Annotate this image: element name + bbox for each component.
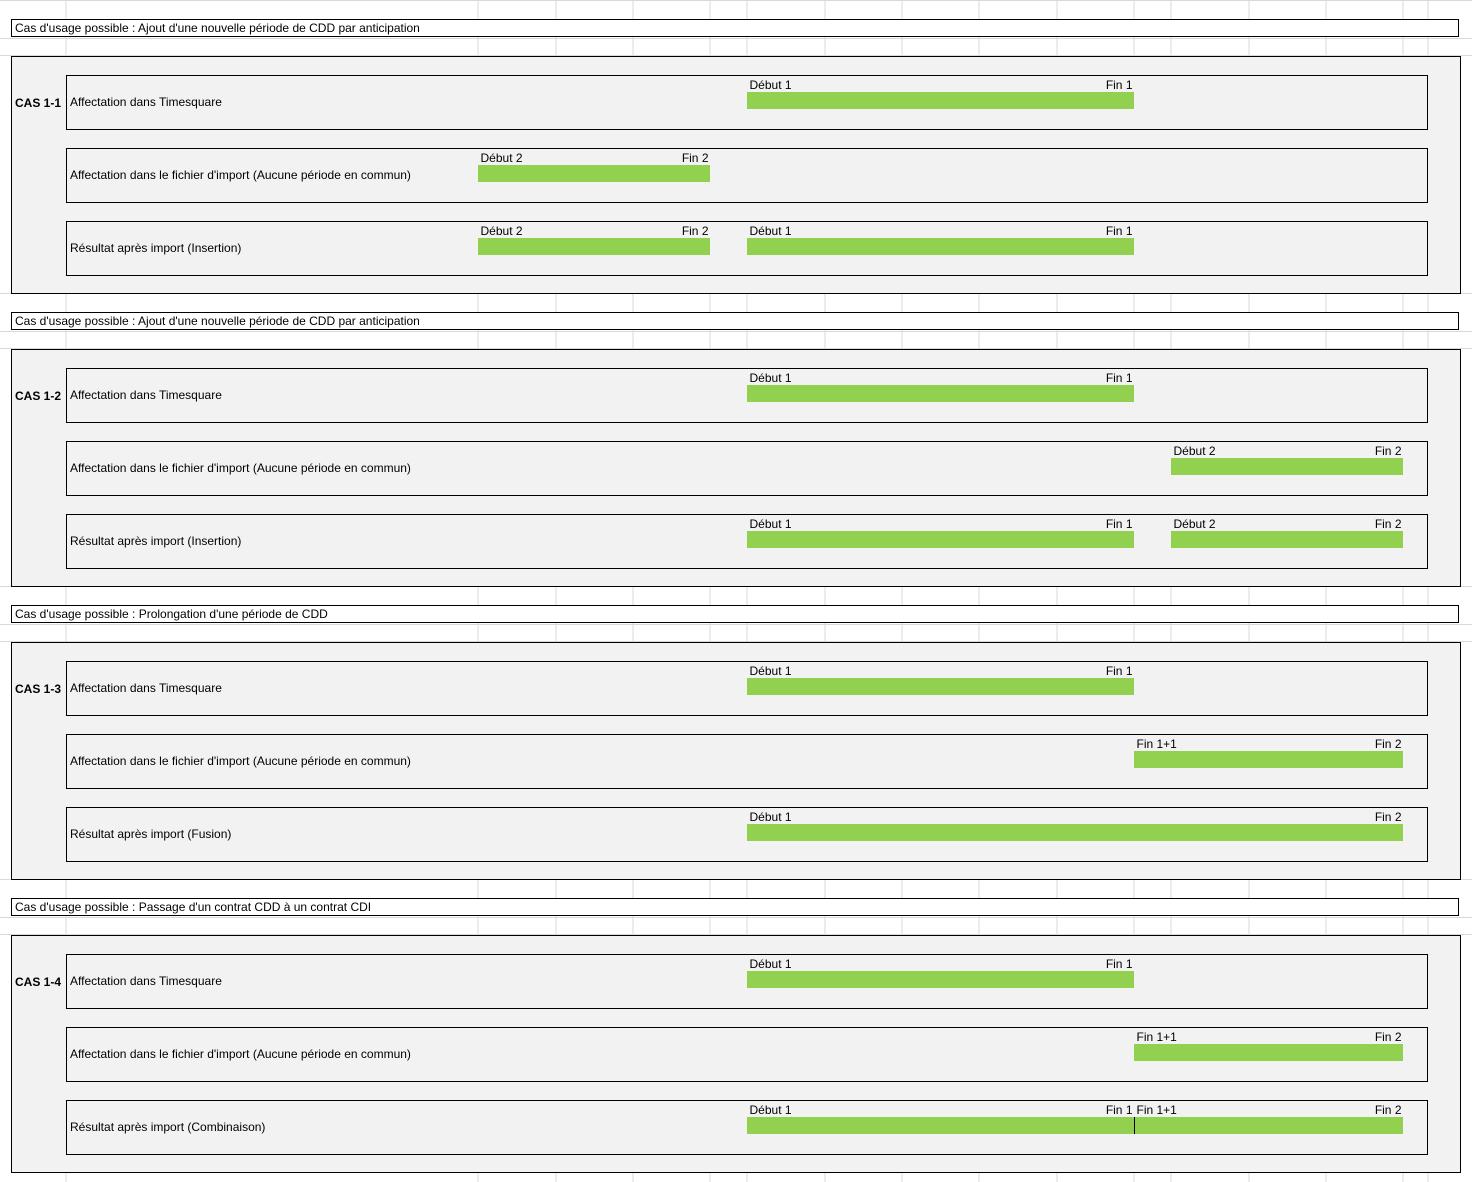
case-label: CAS 1-2 — [15, 389, 62, 403]
case-label: CAS 1-3 — [15, 682, 62, 696]
row-label: Affectation dans Timesquare — [70, 388, 222, 402]
period-bar — [1133, 1043, 1403, 1061]
timeline-row: Affectation dans Timesquare Début 1 Fin 1 — [66, 661, 1428, 716]
row-label: Résultat après import (Insertion) — [70, 534, 242, 548]
timeline-row: Résultat après import (Combinaison) Début… — [66, 1100, 1428, 1155]
period-bar — [746, 677, 1134, 695]
bar-end-label: Fin 1 — [1105, 1102, 1133, 1117]
bar-end-label: Fin 2 — [681, 150, 709, 165]
period-bar — [746, 530, 1134, 548]
bar-end-label: Fin 2 — [1374, 809, 1402, 824]
row-label: Affectation dans Timesquare — [70, 95, 222, 109]
period-bar — [746, 384, 1134, 402]
bar-end-label: Fin 2 — [1374, 736, 1402, 751]
row-label: Résultat après import (Insertion) — [70, 241, 242, 255]
bar-start-label: Début 1 — [749, 370, 792, 385]
timeline-row: Affectation dans Timesquare Début 1 Fin 1 — [66, 954, 1428, 1009]
period-bar — [477, 164, 710, 182]
row-label: Affectation dans le fichier d'import (Au… — [70, 461, 411, 475]
bar-start-label: Début 1 — [749, 223, 792, 238]
bar-end-label: Fin 1 — [1105, 77, 1133, 92]
bar-start-label: Début 2 — [1173, 443, 1216, 458]
timeline-row: Affectation dans le fichier d'import (Au… — [66, 441, 1428, 496]
bar-end-label: Fin 1 — [1105, 663, 1133, 678]
period-bar — [1170, 530, 1403, 548]
period-bar — [477, 237, 710, 255]
bar-start-label: Début 1 — [749, 1102, 792, 1117]
bar-start-label: Début 2 — [480, 223, 523, 238]
bar-start-label: Début 1 — [749, 956, 792, 971]
bar-start-label: Début 1 — [749, 809, 792, 824]
period-bar — [1133, 1116, 1403, 1134]
period-bar — [746, 91, 1134, 109]
timeline-row: Affectation dans le fichier d'import (Au… — [66, 148, 1428, 203]
case-panel: CAS 1-4 Affectation dans Timesquare Début … — [11, 935, 1461, 1173]
case-panel: CAS 1-3 Affectation dans Timesquare Début … — [11, 642, 1461, 880]
bar-end-label: Fin 2 — [1374, 1102, 1402, 1117]
period-bar — [746, 970, 1134, 988]
case-label: CAS 1-4 — [15, 975, 62, 989]
case-panel: CAS 1-1 Affectation dans Timesquare Début … — [11, 56, 1461, 294]
bar-end-label: Fin 2 — [1374, 1029, 1402, 1044]
timeline-row: Affectation dans le fichier d'import (Au… — [66, 734, 1428, 789]
bar-end-label: Fin 1 — [1105, 370, 1133, 385]
section-header: Cas d'usage possible : Ajout d'une nouve… — [11, 312, 1459, 330]
bar-end-label: Fin 2 — [1374, 516, 1402, 531]
bar-start-label: Fin 1+1 — [1136, 1102, 1177, 1117]
section-header: Cas d'usage possible : Ajout d'une nouve… — [11, 19, 1459, 37]
bar-start-label: Début 2 — [480, 150, 523, 165]
bar-start-label: Début 2 — [1173, 516, 1216, 531]
timeline-row: Affectation dans le fichier d'import (Au… — [66, 1027, 1428, 1082]
bar-end-label: Fin 2 — [1374, 443, 1402, 458]
period-bar — [1170, 457, 1403, 475]
row-label: Résultat après import (Fusion) — [70, 827, 232, 841]
row-label: Affectation dans le fichier d'import (Au… — [70, 168, 411, 182]
row-label: Affectation dans Timesquare — [70, 681, 222, 695]
bar-start-label: Début 1 — [749, 77, 792, 92]
section-header: Cas d'usage possible : Prolongation d'un… — [11, 605, 1459, 623]
row-label: Affectation dans Timesquare — [70, 974, 222, 988]
row-label: Affectation dans le fichier d'import (Au… — [70, 1047, 411, 1061]
bar-end-label: Fin 1 — [1105, 956, 1133, 971]
timeline-row: Résultat après import (Insertion) Début 1… — [66, 514, 1428, 569]
bar-end-label: Fin 1 — [1105, 223, 1133, 238]
bar-separator — [1133, 1116, 1135, 1134]
period-bar — [746, 237, 1134, 255]
period-bar — [1133, 750, 1403, 768]
timeline-row: Résultat après import (Fusion) Début 1 Fin… — [66, 807, 1428, 862]
bar-end-label: Fin 2 — [681, 223, 709, 238]
case-panel: CAS 1-2 Affectation dans Timesquare Début … — [11, 349, 1461, 587]
timeline-row: Affectation dans Timesquare Début 1 Fin 1 — [66, 368, 1428, 423]
row-label: Affectation dans le fichier d'import (Au… — [70, 754, 411, 768]
bar-start-label: Début 1 — [749, 516, 792, 531]
bar-end-label: Fin 1 — [1105, 516, 1133, 531]
period-bar — [746, 823, 1403, 841]
bar-start-label: Début 1 — [749, 663, 792, 678]
period-bar — [746, 1116, 1134, 1134]
timeline-row: Affectation dans Timesquare Début 1 Fin 1 — [66, 75, 1428, 130]
case-label: CAS 1-1 — [15, 96, 62, 110]
bar-start-label: Fin 1+1 — [1136, 736, 1177, 751]
section-header: Cas d'usage possible : Passage d'un cont… — [11, 898, 1459, 916]
timeline-row: Résultat après import (Insertion) Début 2… — [66, 221, 1428, 276]
bar-start-label: Fin 1+1 — [1136, 1029, 1177, 1044]
row-label: Résultat après import (Combinaison) — [70, 1120, 266, 1134]
